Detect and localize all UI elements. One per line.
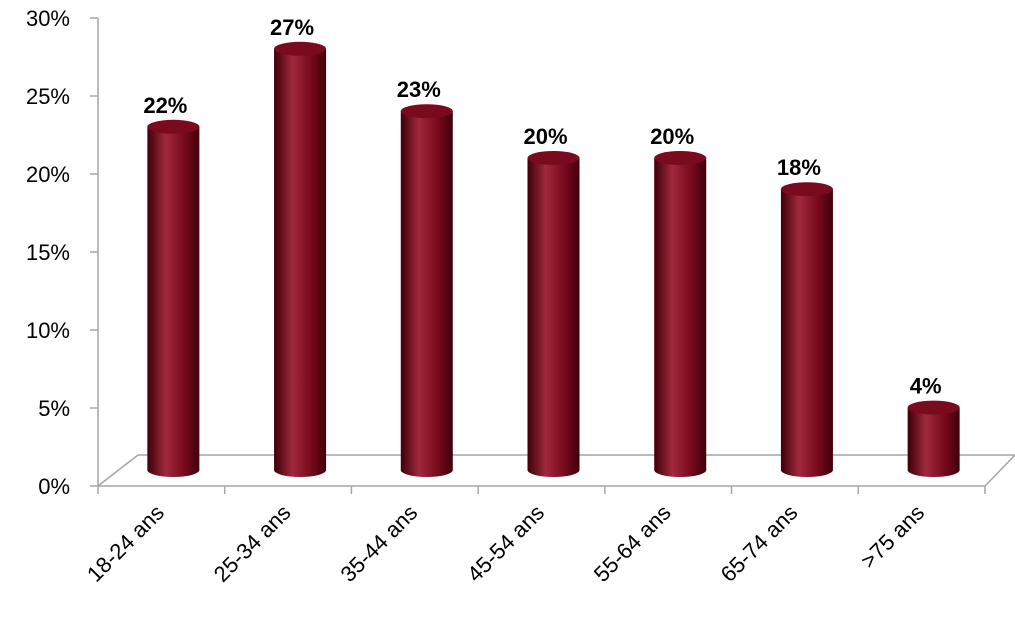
bar [527, 151, 580, 478]
bar-top [274, 41, 327, 56]
y-tick-label: 10% [26, 318, 70, 343]
y-tick-label: 15% [26, 240, 70, 265]
data-label: 22% [143, 93, 187, 118]
bar-top [654, 151, 707, 165]
bar [907, 400, 960, 478]
bar-body [654, 158, 707, 478]
bar [147, 119, 200, 478]
y-tick-label: 25% [26, 84, 70, 109]
bar-top [400, 104, 453, 119]
bar-body [527, 158, 580, 478]
x-tick-label: 25-34 ans [209, 500, 296, 587]
bar [780, 182, 833, 478]
data-label: 23% [397, 77, 441, 102]
chart-bars [147, 41, 960, 478]
bar-top [527, 151, 580, 165]
x-tick-label: 55-64 ans [589, 500, 676, 587]
bar [654, 151, 707, 478]
data-label: 4% [910, 374, 942, 399]
x-tick-label: 45-54 ans [462, 500, 549, 587]
bar-body [274, 48, 327, 478]
bar-top [780, 182, 833, 197]
data-label: 27% [270, 15, 314, 40]
data-label: 18% [777, 155, 821, 180]
bar-top [907, 400, 960, 415]
bar [400, 104, 453, 478]
bar [274, 41, 327, 478]
x-tick-label: 65-74 ans [716, 500, 803, 587]
x-tick-label: >75 ans [856, 500, 929, 573]
x-tick-label: 35-44 ans [335, 500, 422, 587]
bar-body [907, 407, 960, 478]
data-label: 20% [523, 124, 567, 149]
x-tick-label: 18-24 ans [82, 500, 169, 587]
bar-body [147, 126, 200, 478]
y-tick-label: 5% [38, 396, 70, 421]
bar-top [147, 119, 200, 134]
bar-body [780, 189, 833, 478]
data-label: 20% [650, 124, 694, 149]
y-tick-label: 30% [26, 6, 70, 31]
y-tick-label: 0% [38, 474, 70, 499]
bar-body [400, 111, 453, 478]
y-tick-label: 20% [26, 162, 70, 187]
